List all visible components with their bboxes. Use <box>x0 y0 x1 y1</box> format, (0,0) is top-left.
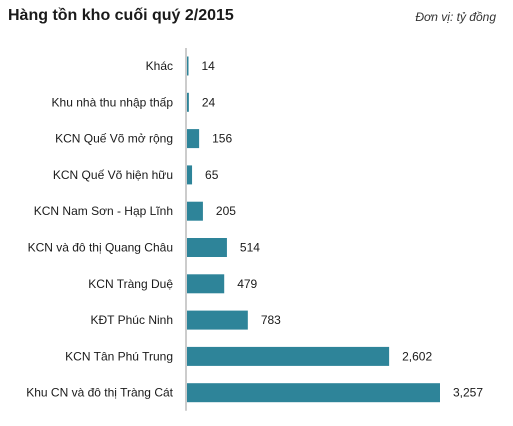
value-label: 514 <box>240 241 260 255</box>
category-label: KCN Quế Võ hiện hữu <box>53 168 173 182</box>
unit-label: Đơn vị: tỷ đồng <box>415 10 496 24</box>
category-label: KCN và đô thị Quang Châu <box>28 241 173 255</box>
bar <box>187 274 225 294</box>
bar <box>187 92 189 112</box>
value-label: 156 <box>212 132 232 146</box>
category-label: Khu CN và đô thị Tràng Cát <box>26 386 173 400</box>
value-label: 3,257 <box>453 386 483 400</box>
category-label: KCN Tràng Duệ <box>88 277 173 291</box>
bar <box>187 201 203 221</box>
bar <box>187 383 440 403</box>
value-label: 14 <box>202 59 216 73</box>
bar <box>187 310 248 330</box>
value-label: 479 <box>237 277 257 291</box>
bar <box>187 129 200 149</box>
chart-title: Hàng tồn kho cuối quý 2/2015 <box>8 7 234 24</box>
bar <box>187 165 193 185</box>
bar <box>187 56 189 76</box>
value-label: 783 <box>261 313 281 327</box>
value-label: 205 <box>216 204 236 218</box>
bar <box>187 346 390 366</box>
value-label: 24 <box>202 95 216 109</box>
category-label: KĐT Phúc Ninh <box>91 313 173 327</box>
value-label: 2,602 <box>402 349 432 363</box>
bar <box>187 238 227 257</box>
value-label: 65 <box>205 168 219 182</box>
category-label: KCN Nam Sơn - Hạp Lĩnh <box>34 204 173 218</box>
category-label: KCN Quế Võ mở rộng <box>55 132 173 146</box>
category-label: Khác <box>146 59 173 73</box>
category-label: KCN Tân Phú Trung <box>65 349 173 363</box>
category-label: Khu nhà thu nhập thấp <box>52 95 174 109</box>
